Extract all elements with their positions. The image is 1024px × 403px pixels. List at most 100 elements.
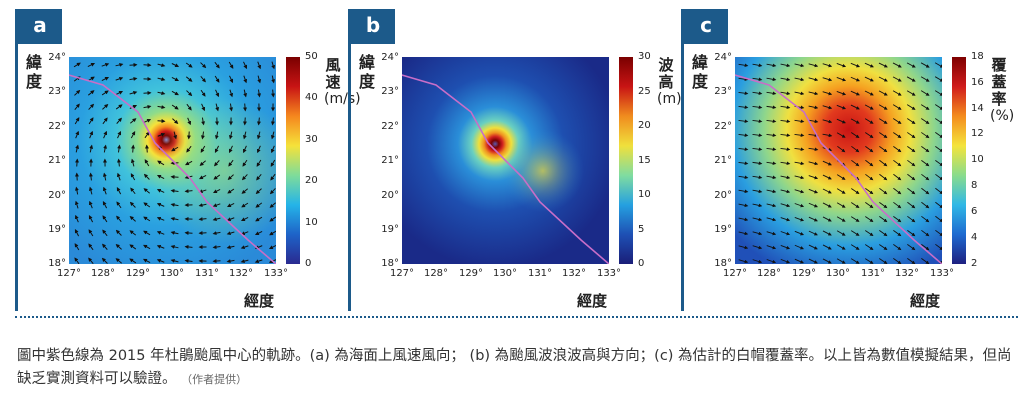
vector-arrow (184, 189, 193, 194)
vector-arrow (214, 160, 220, 167)
y-tick: 22° (714, 121, 732, 132)
vector-arrow (157, 77, 166, 82)
vector-arrow (101, 62, 110, 67)
x-tick: 131° (194, 268, 220, 279)
vector-arrow (242, 159, 248, 167)
vector-arrow (892, 76, 902, 82)
x-tick: 130° (159, 268, 185, 279)
x-tick: 132° (561, 268, 587, 279)
vector-arrow (780, 133, 791, 137)
vector-arrow (808, 105, 819, 110)
vector-arrow (255, 188, 262, 195)
vector-arrow (157, 63, 166, 68)
vector-arrow (115, 76, 124, 81)
vector-arrow (117, 130, 122, 139)
colorbar-tick: 0 (638, 258, 645, 269)
vector-arrow (88, 243, 94, 251)
figure-caption: 圖中紫色線為 2015 年杜鵑颱風中心的軌跡。(a) 為海面上風速風向； (b)… (17, 345, 1017, 391)
vector-arrow (88, 186, 93, 195)
vector-arrow (780, 231, 791, 236)
vector-arrow (850, 90, 860, 96)
vector-arrow (921, 173, 930, 181)
vector-arrow (129, 104, 138, 109)
colorbar-tick: 8 (971, 180, 978, 191)
vector-arrow (271, 61, 276, 70)
colorbar-title-text: 覆蓋率 (991, 56, 1007, 108)
vector-arrow (865, 132, 874, 139)
vector-arrow (144, 144, 149, 153)
colorbar-tick: 5 (638, 224, 645, 235)
vector-arrow (115, 104, 123, 110)
vector-arrow (752, 147, 763, 152)
vector-arrow (836, 104, 847, 110)
vector-arrow (822, 230, 832, 236)
vector-arrow (794, 230, 805, 236)
colorbar-title-text: 風速 (325, 56, 341, 91)
colorbar-tick: 16 (971, 77, 984, 88)
vector-arrow (836, 77, 847, 82)
vector-arrow (879, 159, 888, 167)
vector-arrow (808, 91, 819, 96)
vector-arrow (836, 230, 846, 236)
colorbar-tick: 6 (971, 206, 978, 217)
vector-arrow (116, 158, 121, 167)
vector-arrow (766, 231, 777, 236)
vector-arrow (88, 229, 94, 237)
vector-arrow (766, 91, 777, 96)
vector-arrow (198, 217, 207, 222)
vector-arrow (117, 144, 122, 153)
vector-arrow (921, 159, 930, 167)
vector-arrow (879, 216, 888, 223)
colorbar-tick: 18 (971, 51, 984, 62)
vector-arrow (878, 90, 888, 96)
colorbar-tick: 20 (638, 120, 651, 131)
vector-arrow (935, 146, 942, 153)
vector-arrow (808, 188, 819, 194)
vector-arrow (850, 62, 861, 68)
vector-arrow (212, 217, 221, 222)
vector-arrow (200, 76, 206, 83)
y-tick: 23° (48, 86, 66, 97)
x-tick: 129° (791, 268, 817, 279)
vector-arrow (935, 201, 942, 209)
vector-arrow (101, 257, 108, 264)
vector-arrow (893, 201, 902, 209)
vector-arrow (836, 216, 846, 222)
vector-arrow (74, 243, 80, 251)
vector-arrow (892, 90, 902, 96)
vector-arrow (836, 244, 846, 250)
vector-arrow (921, 118, 930, 124)
vector-arrow (864, 258, 874, 264)
vector-arrow (893, 258, 902, 264)
vector-arrow (240, 245, 249, 250)
vector-arrow (256, 145, 261, 154)
vector-arrow (780, 91, 791, 96)
vector-arrow (822, 133, 833, 138)
vector-arrow (170, 188, 179, 193)
x-tick: 131° (860, 268, 886, 279)
colorbar-tick: 30 (638, 51, 651, 62)
vector-arrow (171, 104, 179, 110)
vector-arrow (243, 103, 248, 112)
vector-arrow (738, 63, 749, 68)
vector-arrow (75, 158, 80, 167)
vector-arrow (906, 76, 916, 82)
vector-arrow (268, 244, 276, 250)
vector-arrow (214, 145, 220, 153)
y-tick: 24° (381, 52, 399, 63)
vector-arrow (144, 131, 150, 139)
vector-arrow (270, 117, 275, 126)
vector-arrow (794, 119, 805, 124)
vector-arrow (752, 77, 763, 82)
vector-arrow (780, 189, 791, 194)
vector-arrow (215, 103, 220, 112)
vector-arrow (907, 258, 916, 264)
vector-arrow (794, 133, 805, 137)
vector-arrow (808, 230, 818, 236)
vector-arrow (143, 216, 151, 222)
vector-arrow (907, 132, 916, 139)
x-axis-label: 經度 (910, 292, 941, 310)
vector-arrow (143, 118, 152, 123)
vector-arrow (921, 243, 930, 251)
vector-arrow (878, 62, 888, 68)
